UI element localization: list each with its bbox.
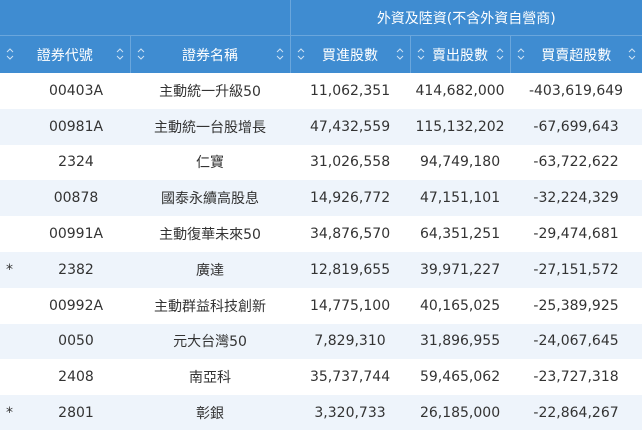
cell-buy: 35,737,744: [309, 369, 391, 386]
cell-buy: 31,026,558: [309, 154, 391, 171]
cell-sell: 115,132,202: [410, 108, 511, 145]
cell-buy: 14,926,772: [290, 180, 411, 217]
cell-net: -27,151,572: [510, 251, 642, 288]
table-row[interactable]: 00878 國泰永續高股息 14,926,772 47,151,101 -32,224,…: [0, 180, 642, 217]
column-title: 賣出股數: [432, 47, 489, 64]
cell-name: 主動統一台股增長: [130, 108, 291, 145]
cell-buy: 3,320,733: [290, 395, 411, 430]
cell-net: -22,864,267: [510, 395, 642, 430]
cell-code: 00981A: [22, 108, 130, 145]
cell-code: 00878: [22, 180, 130, 217]
column-header[interactable]: 買進股數: [289, 35, 411, 73]
header-blank: [0, 0, 291, 36]
cell-name: 主動統一升級50: [159, 83, 261, 100]
cell-name: 廣達: [130, 251, 291, 288]
column-title: 證券代號: [36, 47, 93, 64]
cell-mark: [0, 288, 22, 324]
cell-buy: 34,876,570: [309, 226, 391, 243]
column-title: 買進股數: [322, 47, 379, 64]
column-title: 證券名稱: [182, 47, 239, 64]
cell-name: 元大台灣50: [130, 323, 291, 360]
cell-net: -29,474,681: [533, 226, 619, 243]
table-row[interactable]: * 2801 彰銀 3,320,733 26,185,000 -22,864,267: [0, 395, 642, 430]
table-row[interactable]: 2324 仁寶 31,026,558 94,749,180 -63,722,622: [0, 145, 642, 181]
table-row[interactable]: 0050 元大台灣50 7,829,310 31,896,955 -24,067,645: [0, 323, 642, 360]
cell-mark: [0, 323, 22, 360]
column-header[interactable]: 證券代號: [0, 35, 130, 73]
cell-sell: 414,682,000: [415, 82, 505, 99]
column-title: 買賣超股數: [541, 47, 612, 64]
cell-name: 國泰永續高股息: [130, 180, 291, 217]
group-header: 外資及陸資(不含外資自營商): [289, 0, 642, 36]
cell-code: 00991A: [48, 226, 104, 243]
cell-buy: 12,819,655: [290, 251, 411, 288]
cell-sell: 39,971,227: [410, 251, 511, 288]
table-row[interactable]: 00992A 主動群益科技創新 14,775,100 40,165,025 -25,38…: [0, 288, 642, 324]
column-header[interactable]: 證券名稱: [129, 35, 291, 73]
cell-code: 0050: [22, 323, 130, 360]
cell-net: -32,224,329: [510, 180, 642, 217]
column-header[interactable]: 買賣超股數: [509, 35, 642, 73]
cell-net: -63,722,622: [533, 154, 619, 171]
cell-code: 2408: [58, 369, 94, 386]
cell-code: 2382: [22, 251, 130, 288]
table-row[interactable]: * 2382 廣達 12,819,655 39,971,227 -27,151,572: [0, 251, 642, 288]
cell-sell: 94,749,180: [419, 154, 501, 171]
table-row[interactable]: 00991A 主動復華未來50 34,876,570 64,351,251 -29,47…: [0, 216, 642, 252]
cell-sell: 31,896,955: [410, 323, 511, 360]
cell-name: 主動群益科技創新: [154, 298, 267, 315]
column-header[interactable]: 賣出股數: [409, 35, 511, 73]
cell-net: -25,389,925: [533, 297, 619, 314]
cell-mark: *: [0, 251, 22, 288]
cell-buy: 11,062,351: [309, 82, 391, 99]
cell-name: 主動復華未來50: [159, 227, 261, 244]
cell-code: 00403A: [48, 82, 104, 99]
cell-mark: *: [0, 395, 22, 430]
table-row[interactable]: 00981A 主動統一台股增長 47,432,559 115,132,202 -67,6…: [0, 108, 642, 145]
cell-mark: [0, 145, 22, 181]
cell-buy: 47,432,559: [290, 108, 411, 145]
cell-mark: [0, 359, 22, 395]
table-body: 00403A 主動統一升級50 11,062,351 414,682,000 -403,…: [0, 73, 642, 430]
cell-mark: [0, 108, 22, 145]
cell-net: -67,699,643: [510, 108, 642, 145]
cell-net: -24,067,645: [510, 323, 642, 360]
cell-name: 南亞科: [189, 370, 232, 387]
cell-sell: 64,351,251: [419, 226, 501, 243]
cell-net: -403,619,649: [528, 82, 624, 99]
cell-buy: 14,775,100: [309, 297, 391, 314]
cell-mark: [0, 73, 22, 109]
cell-net: -23,727,318: [533, 369, 619, 386]
cell-code: 2801: [22, 395, 130, 430]
cell-sell: 26,185,000: [410, 395, 511, 430]
cell-code: 2324: [58, 154, 94, 171]
cell-name: 彰銀: [130, 395, 291, 430]
cell-sell: 40,165,025: [419, 297, 501, 314]
cell-code: 00992A: [48, 297, 104, 314]
table-row[interactable]: 2408 南亞科 35,737,744 59,465,062 -23,727,318: [0, 359, 642, 395]
cell-sell: 59,465,062: [419, 369, 501, 386]
cell-sell: 47,151,101: [410, 180, 511, 217]
cell-name: 仁寶: [196, 155, 225, 172]
cell-mark: [0, 216, 22, 252]
table-row[interactable]: 00403A 主動統一升級50 11,062,351 414,682,000 -403,…: [0, 73, 642, 109]
cell-mark: [0, 180, 22, 217]
cell-buy: 7,829,310: [290, 323, 411, 360]
